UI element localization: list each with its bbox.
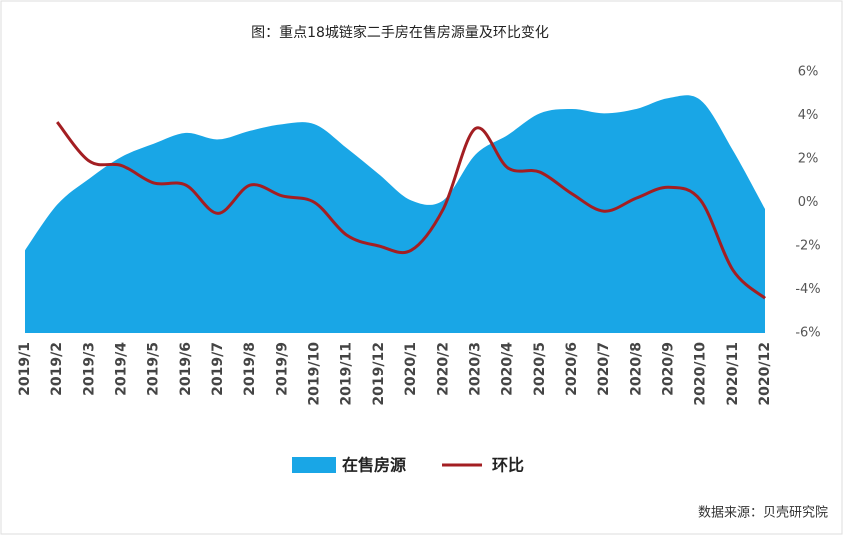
x-tick-label: 2020/3 [467,342,483,396]
x-tick-label: 2020/6 [564,342,580,396]
chart-title: 图：重点18城链家二手房在售房源量及环比变化 [251,24,549,41]
x-tick-label: 2020/10 [693,342,709,406]
x-tick-label: 2020/7 [596,342,612,396]
y-tick-label: -4% [795,282,820,297]
x-tick-label: 2019/9 [274,342,290,396]
y-tick-label: -6% [795,326,820,341]
x-tick-label: 2019/8 [242,342,258,396]
y-tick-label: 0% [798,195,819,210]
x-tick-label: 2020/12 [757,342,773,406]
x-tick-label: 2019/10 [307,342,323,406]
y-tick-label: -2% [795,239,820,254]
x-tick-label: 2020/8 [628,342,644,396]
x-tick-label: 2020/4 [500,342,516,396]
y-tick-label: 4% [798,108,819,123]
x-tick-label: 2020/11 [725,342,741,406]
x-tick-label: 2019/5 [146,342,162,396]
legend-label: 环比 [492,456,524,475]
legend-label: 在售房源 [342,456,406,475]
x-tick-label: 2019/3 [81,342,97,396]
x-tick-label: 2020/9 [660,342,676,396]
x-tick-label: 2020/5 [532,342,548,396]
y-tick-label: 6% [798,65,819,80]
x-tick-label: 2019/6 [178,342,194,396]
x-tick-label: 2020/2 [435,342,451,396]
area [25,95,765,334]
x-tick-label: 2019/12 [371,342,387,406]
x-tick-label: 2019/2 [49,342,65,396]
x-tick-label: 2020/1 [403,342,419,396]
source-note: 数据来源：贝壳研究院 [698,506,828,521]
x-tick-label: 2019/4 [114,342,130,396]
x-tick-label: 2019/1 [17,342,33,396]
line [55,121,766,300]
legend-swatch [292,457,336,473]
x-tick-label: 2019/11 [339,342,355,406]
x-tick-label: 2019/7 [210,342,226,396]
y-tick-label: 2% [798,152,819,167]
